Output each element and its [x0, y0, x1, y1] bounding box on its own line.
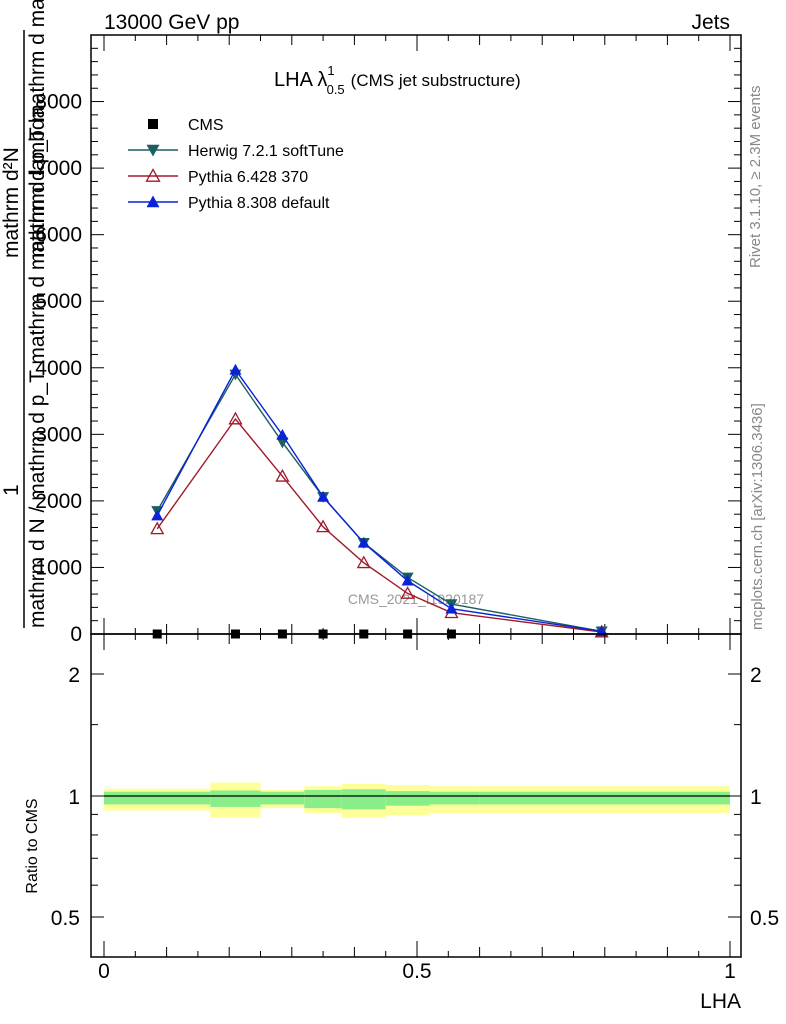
legend-item: Herwig 7.2.1 softTune	[128, 143, 344, 160]
plot-title: LHA λ1 0.5 (CMS jet substructure)	[274, 63, 521, 97]
uncertainty-band-inner	[385, 791, 430, 806]
y-tick-label: 3000	[35, 423, 82, 446]
rivet-label: Rivet 3.1.10, ≥ 2.3M events	[747, 86, 764, 269]
ratio-ylabel: Ratio to CMS	[24, 798, 41, 893]
legend: CMS Herwig 7.2.1 softTune Pythia 6.428 370…	[128, 117, 344, 212]
data-point	[317, 490, 330, 502]
ratio-plot: 0.5 0.5 1 1 2 2 0 0.5 1	[51, 633, 779, 983]
main-ylabel: 1 mathrm d²N mathrm d N / mathrm d p_T m…	[0, 0, 49, 628]
series-2	[150, 411, 609, 638]
y-tick-label: 7000	[35, 157, 82, 180]
data-point	[275, 468, 290, 482]
data-point	[400, 586, 415, 599]
data-point	[150, 521, 165, 535]
ratio-y-tick-label-right: 0.5	[750, 907, 779, 930]
ratio-y-tick-label-right: 2	[750, 664, 762, 687]
ratio-y-tick-label: 2	[68, 664, 80, 687]
ylabel-denominator: mathrm d N / mathrm d p_T mathrm d mathr…	[26, 106, 49, 628]
ratio-bands	[104, 782, 730, 818]
uncertainty-band-inner	[210, 790, 261, 807]
ratio-y-tick-label-right: 1	[750, 786, 762, 809]
legend-marker	[148, 119, 158, 129]
watermark: CMS_2021_I1920187	[348, 591, 484, 607]
x-tick-label: 0	[98, 960, 110, 983]
y-tick-label: 6000	[35, 224, 82, 247]
uncertainty-band-inner	[304, 789, 342, 809]
ylabel-top: mathrm d²N	[0, 147, 23, 258]
energy-label: 13000 GeV pp	[104, 11, 239, 34]
y-tick-label: 8000	[35, 91, 82, 114]
data-point	[229, 363, 242, 375]
data-point	[357, 536, 370, 548]
legend-label: Pythia 8.308 default	[188, 195, 330, 212]
uncertainty-band-inner	[260, 791, 305, 805]
x-axis-label: LHA	[700, 990, 741, 1013]
data-point	[151, 509, 164, 521]
legend-label: CMS	[188, 117, 224, 134]
data-point	[401, 574, 414, 586]
ylabel-numerator: 1	[0, 484, 23, 496]
ylabel-overlay: mathrm d p_T mathrm d mathrm d lambda	[26, 0, 49, 258]
y-tick-label: 1000	[35, 556, 82, 579]
main-axes: 0 1000 2000 3000 4000 5000 6000 7000 8000	[35, 34, 742, 646]
ratio-y-tick-label: 1	[68, 786, 80, 809]
uncertainty-band-inner	[429, 791, 480, 805]
y-tick-label: 5000	[35, 290, 82, 313]
x-tick-label: 1	[724, 960, 736, 983]
uncertainty-band-inner	[341, 789, 386, 810]
legend-label: Herwig 7.2.1 softTune	[188, 143, 344, 160]
legend-item: Pythia 8.308 default	[128, 195, 330, 212]
data-point	[356, 555, 371, 569]
data-point	[228, 411, 243, 425]
x-tick-label: 0.5	[402, 960, 431, 983]
legend-label: Pythia 6.428 370	[188, 169, 308, 186]
main-plot: 0 1000 2000 3000 4000 5000 6000 7000 8000 CMS_20…	[35, 34, 742, 646]
y-tick-label: 2000	[35, 490, 82, 513]
y-tick-label: 0	[70, 623, 82, 646]
legend-marker	[145, 168, 161, 182]
data-point	[445, 602, 458, 614]
y-tick-label: 4000	[35, 357, 82, 380]
legend-marker	[146, 195, 160, 208]
series-line	[156, 417, 602, 633]
legend-marker	[146, 144, 160, 157]
legend-item: Pythia 6.428 370	[128, 168, 308, 186]
data-point	[315, 519, 331, 533]
ratio-axes: 0.5 0.5 1 1 2 2 0 0.5 1	[51, 633, 779, 983]
uncertainty-band-inner	[479, 791, 730, 805]
ratio-y-tick-label: 0.5	[51, 907, 80, 930]
process-label: Jets	[691, 11, 730, 34]
series-line	[156, 368, 602, 633]
uncertainty-band-inner	[104, 791, 211, 805]
legend-item: CMS	[148, 117, 224, 134]
mcplots-label: mcplots.cern.ch [arXiv:1306.3436]	[749, 403, 766, 630]
data-point	[276, 428, 289, 440]
